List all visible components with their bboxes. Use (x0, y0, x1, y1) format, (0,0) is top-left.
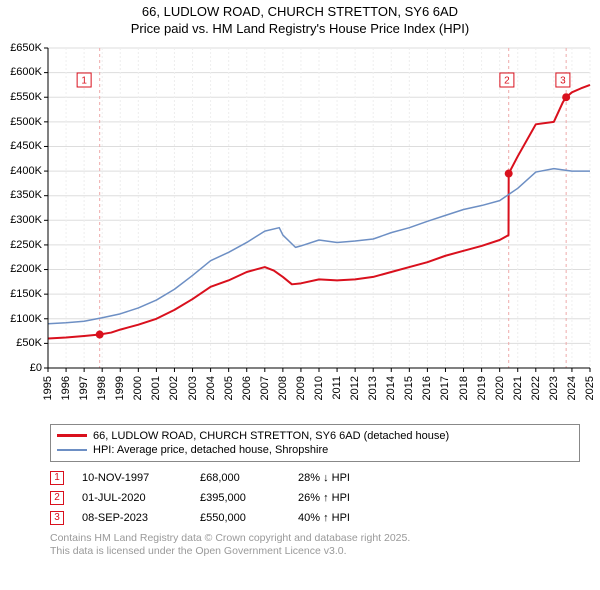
x-axis-label: 2013 (367, 376, 379, 400)
y-axis-label: £250K (0, 239, 42, 251)
sale-comparison: 40% ↑ HPI (298, 512, 398, 524)
x-axis-label: 2010 (313, 376, 325, 400)
y-axis-label: £50K (0, 337, 42, 349)
x-axis-label: 2006 (241, 376, 253, 400)
footnote: Contains HM Land Registry data © Crown c… (50, 532, 580, 558)
svg-text:2: 2 (504, 75, 510, 86)
x-axis-label: 2007 (259, 376, 271, 400)
y-axis-label: £450K (0, 140, 42, 152)
x-axis-label: 2015 (403, 376, 415, 400)
y-axis-label: £150K (0, 288, 42, 300)
x-axis-label: 2022 (530, 376, 542, 400)
x-axis-label: 1996 (60, 376, 72, 400)
legend-swatch-hpi (57, 449, 87, 451)
sale-date: 01-JUL-2020 (82, 492, 182, 504)
y-axis-label: £200K (0, 263, 42, 275)
x-axis-label: 2019 (476, 376, 488, 400)
y-axis-label: £300K (0, 214, 42, 226)
x-axis-label: 2003 (187, 376, 199, 400)
x-axis-label: 2023 (548, 376, 560, 400)
sale-row: 3 08-SEP-2023 £550,000 40% ↑ HPI (50, 508, 580, 528)
x-axis-label: 2004 (205, 376, 217, 400)
chart-title: 66, LUDLOW ROAD, CHURCH STRETTON, SY6 6A… (0, 0, 600, 38)
title-line-1: 66, LUDLOW ROAD, CHURCH STRETTON, SY6 6A… (0, 4, 600, 21)
x-axis-label: 2017 (439, 376, 451, 400)
svg-text:3: 3 (560, 75, 566, 86)
chart-svg: 1 2 3 (0, 38, 600, 418)
legend-label-hpi: HPI: Average price, detached house, Shro… (93, 444, 328, 456)
sale-row: 1 10-NOV-1997 £68,000 28% ↓ HPI (50, 468, 580, 488)
y-axis-label: £600K (0, 66, 42, 78)
legend-row-hpi: HPI: Average price, detached house, Shro… (57, 443, 573, 457)
x-axis-label: 1995 (42, 376, 54, 400)
y-axis-label: £350K (0, 189, 42, 201)
footnote-line-1: Contains HM Land Registry data © Crown c… (50, 532, 580, 545)
sale-date: 10-NOV-1997 (82, 472, 182, 484)
footnote-line-2: This data is licensed under the Open Gov… (50, 545, 580, 558)
sale-marker: 2 (50, 491, 64, 505)
x-axis-label: 2020 (494, 376, 506, 400)
sale-date: 08-SEP-2023 (82, 512, 182, 524)
x-axis-label: 2005 (223, 376, 235, 400)
sale-row: 2 01-JUL-2020 £395,000 26% ↑ HPI (50, 488, 580, 508)
sale-price: £395,000 (200, 492, 280, 504)
x-axis-label: 2001 (150, 376, 162, 400)
x-axis-label: 2009 (295, 376, 307, 400)
sale-marker: 3 (50, 511, 64, 525)
title-line-2: Price paid vs. HM Land Registry's House … (0, 21, 600, 38)
sale-comparison: 26% ↑ HPI (298, 492, 398, 504)
y-axis-label: £100K (0, 313, 42, 325)
sale-marker: 1 (50, 471, 64, 485)
sales-table: 1 10-NOV-1997 £68,000 28% ↓ HPI 2 01-JUL-2020… (50, 468, 580, 528)
legend-row-property: 66, LUDLOW ROAD, CHURCH STRETTON, SY6 6A… (57, 429, 573, 443)
y-axis-label: £0 (0, 362, 42, 374)
sale-price: £550,000 (200, 512, 280, 524)
x-axis-label: 2008 (277, 376, 289, 400)
legend: 66, LUDLOW ROAD, CHURCH STRETTON, SY6 6A… (50, 424, 580, 462)
x-axis-label: 2016 (421, 376, 433, 400)
y-axis-label: £400K (0, 165, 42, 177)
y-axis-label: £650K (0, 42, 42, 54)
x-axis-label: 2021 (512, 376, 524, 400)
sale-price: £68,000 (200, 472, 280, 484)
legend-swatch-property (57, 434, 87, 437)
y-axis-label: £500K (0, 116, 42, 128)
chart-area: 1 2 3 £0 £50K £100K £150K £200K £250K £300K £350K… (0, 38, 600, 418)
x-axis-label: 2024 (566, 376, 578, 400)
y-axis-label: £550K (0, 91, 42, 103)
svg-text:1: 1 (81, 75, 87, 86)
x-axis-label: 1999 (114, 376, 126, 400)
x-axis-label: 1997 (78, 376, 90, 400)
x-axis-label: 2018 (458, 376, 470, 400)
x-axis-label: 2025 (584, 376, 596, 400)
x-axis-label: 1998 (96, 376, 108, 400)
x-axis-label: 2002 (168, 376, 180, 400)
sale-comparison: 28% ↓ HPI (298, 472, 398, 484)
x-axis-label: 2011 (331, 376, 343, 400)
x-axis-label: 2014 (385, 376, 397, 400)
legend-label-property: 66, LUDLOW ROAD, CHURCH STRETTON, SY6 6A… (93, 430, 449, 442)
x-axis-label: 2000 (132, 376, 144, 400)
x-axis-label: 2012 (349, 376, 361, 400)
